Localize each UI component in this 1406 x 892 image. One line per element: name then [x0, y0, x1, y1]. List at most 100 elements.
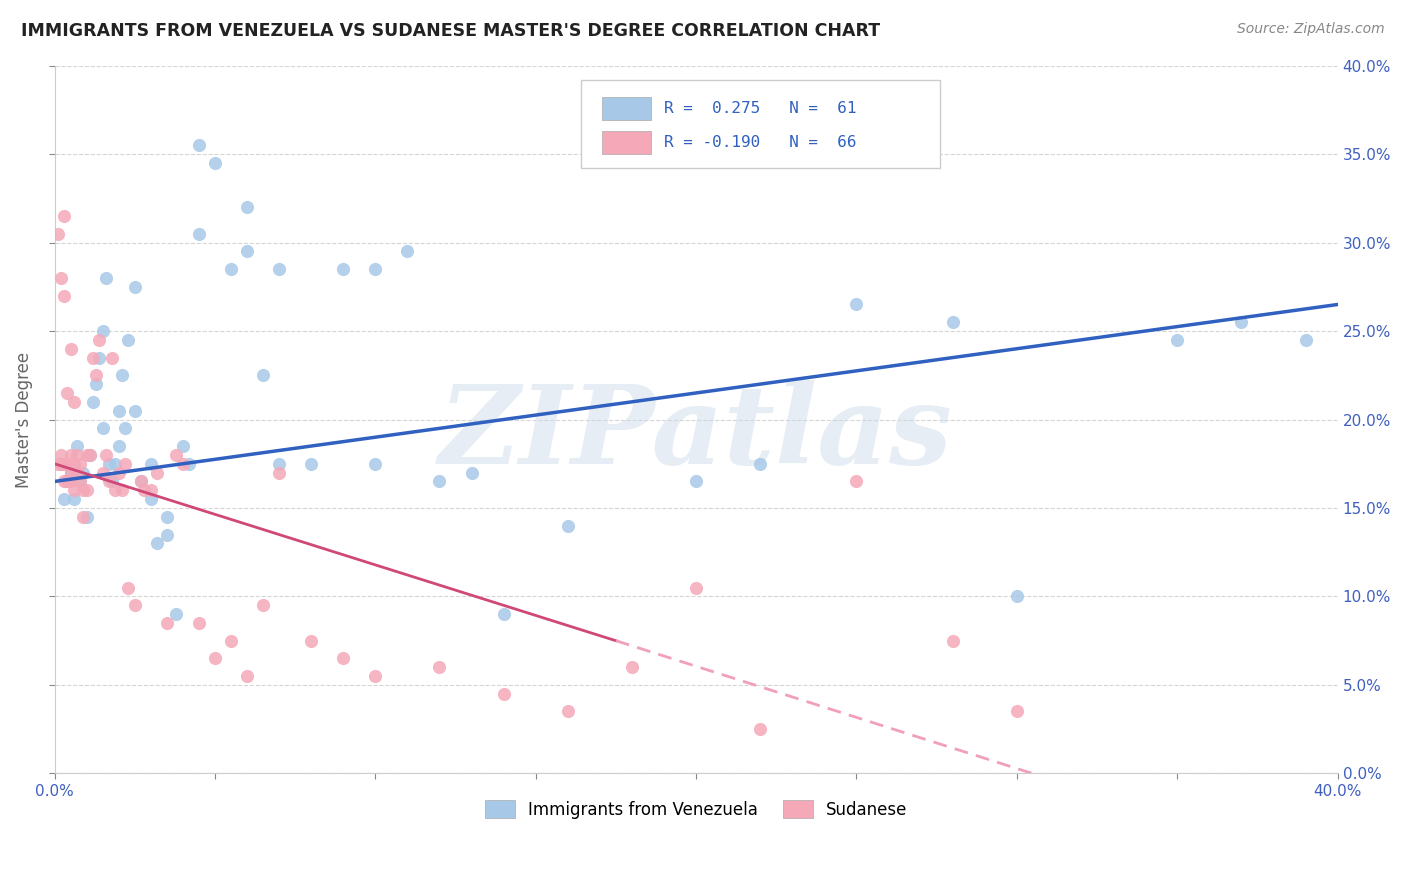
Point — [1230, 315, 1253, 329]
Point — [1166, 333, 1188, 347]
Point — [236, 244, 259, 259]
Point — [62, 394, 84, 409]
Point — [79, 448, 101, 462]
Point — [66, 448, 89, 462]
Point — [59, 342, 82, 356]
Point — [267, 457, 290, 471]
Point — [1005, 705, 1028, 719]
Bar — [602, 131, 651, 154]
Point — [107, 466, 129, 480]
Point — [94, 271, 117, 285]
Point — [72, 483, 94, 498]
Point — [66, 466, 89, 480]
Point — [72, 466, 94, 480]
Point — [84, 377, 107, 392]
Point — [1005, 590, 1028, 604]
Point — [72, 509, 94, 524]
Point — [69, 475, 91, 489]
Point — [124, 280, 146, 294]
Point — [124, 599, 146, 613]
Point — [79, 448, 101, 462]
Point — [107, 403, 129, 417]
Point — [49, 457, 72, 471]
Point — [156, 527, 179, 541]
Point — [204, 156, 226, 170]
Point — [267, 466, 290, 480]
Point — [179, 457, 201, 471]
Point — [492, 687, 515, 701]
Point — [332, 262, 354, 277]
Point — [460, 466, 482, 480]
Point — [845, 297, 868, 311]
Point — [104, 457, 127, 471]
Point — [129, 475, 152, 489]
Point — [117, 581, 139, 595]
Point — [236, 669, 259, 683]
Point — [187, 227, 209, 241]
Point — [101, 351, 124, 365]
Point — [59, 466, 82, 480]
Point — [114, 421, 136, 435]
Point — [187, 138, 209, 153]
Point — [129, 475, 152, 489]
Point — [82, 351, 104, 365]
Point — [165, 448, 187, 462]
Point — [59, 448, 82, 462]
Point — [111, 483, 134, 498]
Point — [69, 475, 91, 489]
Point — [749, 457, 772, 471]
Point — [56, 386, 79, 401]
Point — [53, 457, 76, 471]
Legend: Immigrants from Venezuela, Sudanese: Immigrants from Venezuela, Sudanese — [478, 794, 914, 825]
Point — [91, 324, 114, 338]
Point — [685, 475, 707, 489]
Point — [620, 660, 643, 674]
Point — [219, 633, 242, 648]
Point — [98, 475, 121, 489]
Text: IMMIGRANTS FROM VENEZUELA VS SUDANESE MASTER'S DEGREE CORRELATION CHART: IMMIGRANTS FROM VENEZUELA VS SUDANESE MA… — [21, 22, 880, 40]
Point — [111, 368, 134, 383]
Point — [139, 457, 162, 471]
Point — [53, 288, 76, 302]
Point — [204, 651, 226, 665]
Point — [62, 483, 84, 498]
Point — [429, 660, 451, 674]
Point — [685, 581, 707, 595]
Point — [101, 475, 124, 489]
Point — [267, 262, 290, 277]
Point — [94, 448, 117, 462]
Point — [252, 368, 274, 383]
Point — [53, 492, 76, 507]
FancyBboxPatch shape — [581, 79, 939, 169]
Text: R =  0.275   N =  61: R = 0.275 N = 61 — [664, 102, 856, 116]
Point — [89, 351, 111, 365]
Point — [557, 518, 579, 533]
Point — [59, 466, 82, 480]
Point — [1295, 333, 1317, 347]
Point — [66, 439, 89, 453]
Point — [76, 448, 98, 462]
Point — [236, 200, 259, 214]
Point — [69, 457, 91, 471]
Point — [46, 457, 69, 471]
Point — [165, 607, 187, 622]
Point — [172, 439, 194, 453]
Point — [364, 262, 387, 277]
Text: ZIPatlas: ZIPatlas — [439, 380, 953, 487]
Point — [429, 475, 451, 489]
Point — [299, 633, 322, 648]
Point — [49, 457, 72, 471]
Point — [56, 457, 79, 471]
Point — [299, 457, 322, 471]
Point — [139, 483, 162, 498]
Point — [53, 475, 76, 489]
Point — [364, 457, 387, 471]
Point — [396, 244, 419, 259]
Point — [492, 607, 515, 622]
Point — [62, 492, 84, 507]
Point — [156, 615, 179, 630]
Point — [845, 475, 868, 489]
Point — [172, 457, 194, 471]
Point — [104, 483, 127, 498]
Point — [76, 483, 98, 498]
